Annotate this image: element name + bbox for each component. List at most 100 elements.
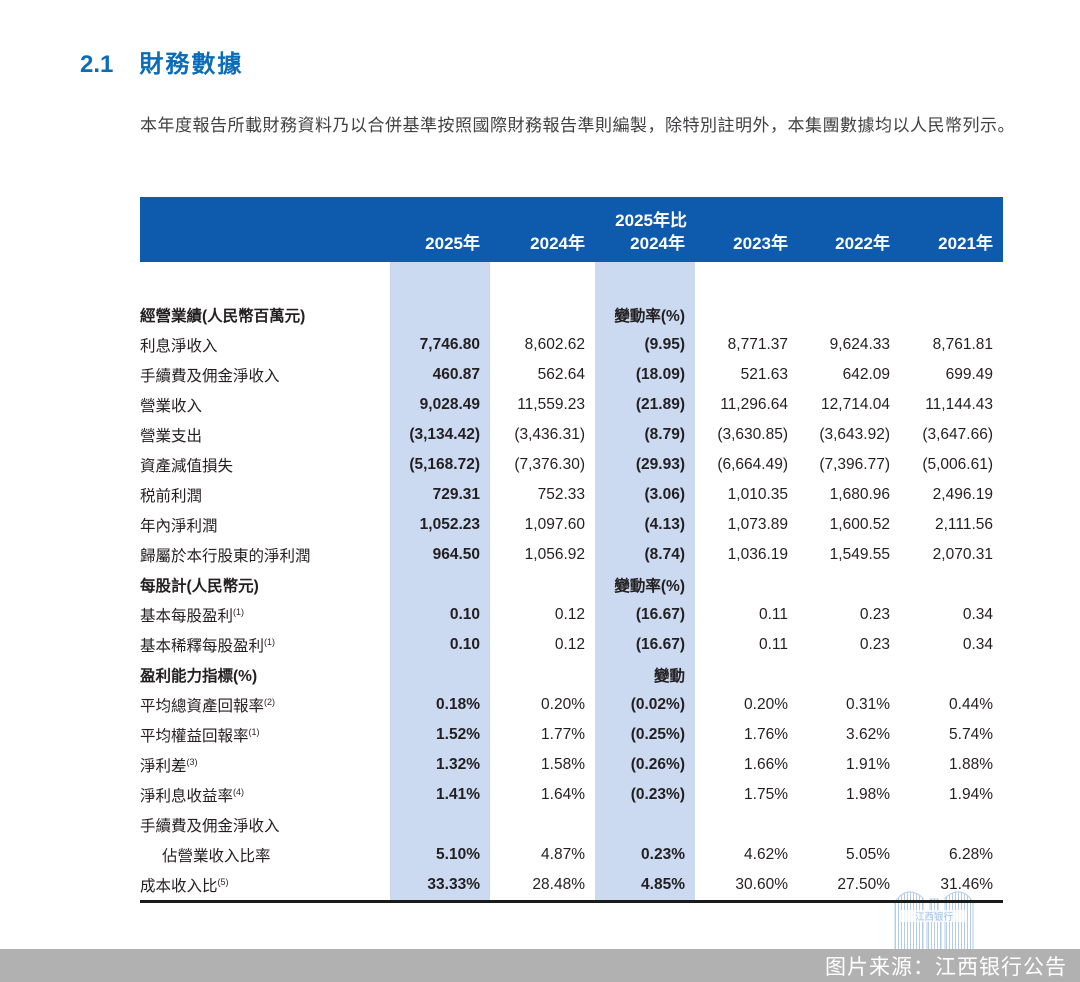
value-cell: 8,761.81 (932, 336, 993, 353)
value-cell: 2,070.31 (932, 546, 993, 563)
value-cell: 1.58% (541, 756, 585, 773)
footnote-marker: (1) (233, 606, 245, 617)
row-label: 基本每股盈利(1) (140, 606, 245, 625)
year-column-header: 2024年 (630, 234, 685, 253)
value-cell: (3,630.85) (717, 426, 788, 443)
value-cell: 0.10 (449, 606, 480, 623)
year-column-header: 2021年 (938, 234, 993, 253)
value-cell: 0.11 (758, 636, 788, 653)
value-cell: 4.62% (744, 846, 788, 863)
value-cell: 0.31% (846, 696, 890, 713)
table-row: 歸屬於本行股東的淨利潤 964.50 1,056.92 (8.74) 1,036.19 1… (140, 540, 1003, 570)
table-row: 資產減值損失 (5,168.72) (7,376.30) (29.93) (6,664.… (140, 450, 1003, 480)
value-cell: 11,559.23 (517, 396, 585, 413)
value-cell: 5.10% (436, 846, 480, 863)
value-cell: 28.48% (532, 876, 585, 893)
value-cell: 0.23% (641, 846, 685, 863)
value-cell: 1.98% (846, 786, 890, 803)
year-column-header: 2024年 (530, 234, 585, 253)
value-cell: 562.64 (537, 366, 585, 383)
value-cell: (16.67) (635, 606, 685, 623)
value-cell: 1,010.35 (727, 486, 788, 503)
footnote-marker: (5) (217, 876, 229, 887)
table-section-row: 每股計(人民幣元) 變動率(%) (140, 570, 1003, 600)
row-label: 基本稀釋每股盈利(1) (140, 636, 276, 655)
value-cell: 1.88% (949, 756, 993, 773)
table-row: 基本稀釋每股盈利(1) 0.10 0.12 (16.67) 0.11 0.23 0.34 (140, 630, 1003, 660)
value-cell: (9.95) (644, 336, 686, 353)
table-row: 平均權益回報率(1) 1.52% 1.77% (0.25%) 1.76% 3.62% 5.7… (140, 720, 1003, 750)
value-cell: 460.87 (432, 366, 480, 383)
row-label: 每股計(人民幣元) (140, 578, 259, 595)
value-cell: 1,600.52 (829, 516, 890, 533)
year-column-header: 2023年 (733, 234, 788, 253)
value-cell: 7,746.80 (419, 336, 480, 353)
value-cell: (7,396.77) (819, 456, 890, 473)
value-cell: 4.85% (641, 876, 685, 893)
value-cell: 1,052.23 (419, 516, 480, 533)
value-cell: 1,680.96 (829, 486, 890, 503)
value-cell: (0.26%) (630, 756, 685, 773)
value-cell: 1,056.92 (524, 546, 585, 563)
value-cell: (5,168.72) (409, 456, 480, 473)
value-cell: 27.50% (837, 876, 890, 893)
value-cell: 752.33 (537, 486, 585, 503)
row-label: 年內淨利潤 (140, 518, 218, 535)
table-row: 成本收入比(5) 33.33% 28.48% 4.85% 30.60% 27.50% 31.… (140, 870, 1003, 900)
value-cell: 2,496.19 (932, 486, 993, 503)
financial-table: 2025年比 2025年 2024年 2024年 2023年 2022年 2021年 經營… (140, 197, 1003, 903)
value-cell: 0.23 (859, 606, 890, 623)
intro-paragraph: 本年度報告所載財務資料乃以合併基準按照國際財務報告準則編製，除特別註明外，本集團… (140, 116, 1015, 135)
value-cell: 1,036.19 (727, 546, 788, 563)
value-cell: 1.94% (949, 786, 993, 803)
value-cell: 5.05% (846, 846, 890, 863)
value-cell: 變動 (653, 668, 685, 685)
footnote-marker: (3) (186, 756, 198, 767)
row-label: 利息淨收入 (140, 338, 218, 355)
value-cell: (0.23%) (630, 786, 685, 803)
value-cell: (29.93) (635, 456, 685, 473)
value-cell: 1.41% (436, 786, 480, 803)
value-cell: (3,643.92) (819, 426, 890, 443)
value-cell: 1.75% (744, 786, 788, 803)
row-label: 平均權益回報率(1) (140, 726, 260, 745)
value-cell: 1.32% (436, 756, 480, 773)
value-cell: (6,664.49) (717, 456, 788, 473)
table-row: 手續費及佣金淨收入 460.87 562.64 (18.09) 521.63 642.09… (140, 360, 1003, 390)
highlight-band-2025 (390, 262, 490, 900)
value-cell: 1.64% (541, 786, 585, 803)
value-cell: 30.60% (735, 876, 788, 893)
section-number: 2.1 (80, 51, 114, 78)
table-row: 營業支出 (3,134.42) (3,436.31) (8.79) (3,630.85)… (140, 420, 1003, 450)
value-cell: 8,602.62 (524, 336, 585, 353)
value-cell: 1.91% (846, 756, 890, 773)
section-title-text: 財務數據 (139, 51, 244, 78)
watermark-text: 江西银行 (915, 911, 954, 923)
value-cell: (18.09) (635, 366, 685, 383)
table-body: 經營業績(人民幣百萬元) 變動率(%) 利息淨收入 7,746.80 8,602.62 (… (140, 262, 1003, 903)
value-cell: 2,111.56 (934, 516, 993, 533)
value-cell: (7,376.30) (514, 456, 585, 473)
value-cell: 0.20% (541, 696, 585, 713)
value-cell: 699.49 (945, 366, 993, 383)
value-cell: 1.77% (541, 726, 585, 743)
value-cell: 31.46% (940, 876, 993, 893)
value-cell: (16.67) (635, 636, 685, 653)
value-cell: 變動率(%) (614, 578, 685, 595)
value-cell: 1,073.89 (727, 516, 788, 533)
value-cell: (21.89) (635, 396, 685, 413)
value-cell: 642.09 (842, 366, 890, 383)
value-cell: 0.12 (554, 606, 585, 623)
table-row: 手續費及佣金淨收入 (140, 810, 1003, 840)
table-spacer (140, 262, 1003, 300)
value-cell: (5,006.61) (922, 456, 993, 473)
row-label: 營業收入 (140, 398, 203, 415)
value-cell: 1,549.55 (829, 546, 890, 563)
value-cell: 3.62% (846, 726, 890, 743)
value-cell: 11,296.64 (720, 396, 788, 413)
value-cell: 5.74% (949, 726, 993, 743)
table-row: 年內淨利潤 1,052.23 1,097.60 (4.13) 1,073.89 1,600… (140, 510, 1003, 540)
row-label: 佔營業收入比率 (162, 848, 271, 865)
table-row: 基本每股盈利(1) 0.10 0.12 (16.67) 0.11 0.23 0.34 (140, 600, 1003, 630)
